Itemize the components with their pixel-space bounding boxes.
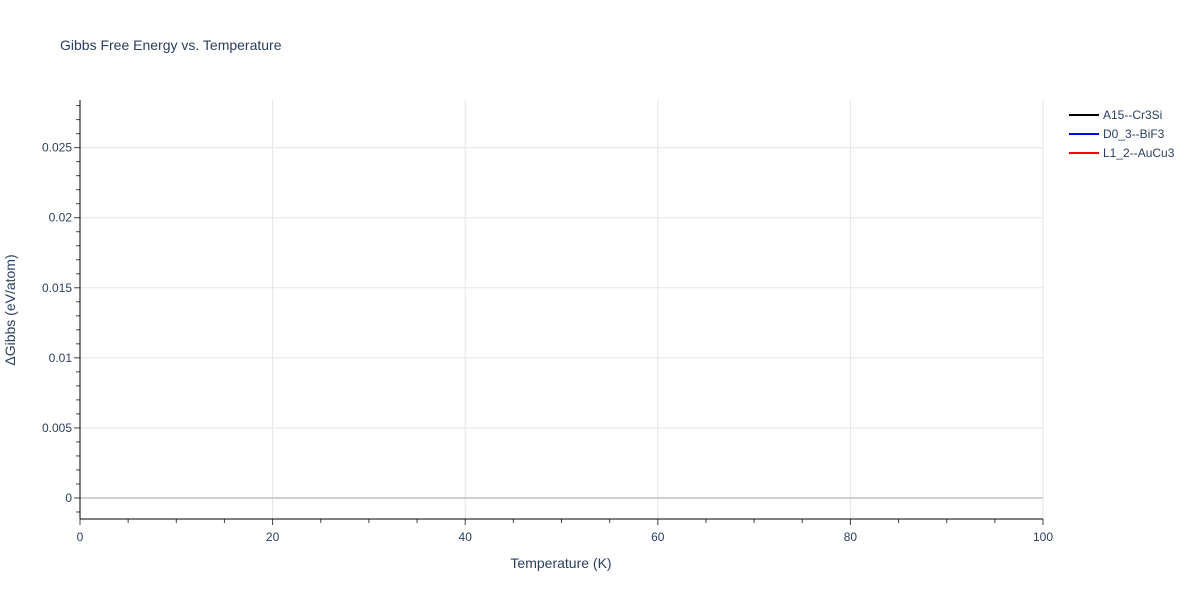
legend-label: L1_2--AuCu3 <box>1103 146 1175 160</box>
grid <box>80 100 1044 519</box>
y-tick-label: 0 <box>65 491 72 505</box>
y-tick-label: 0.015 <box>42 281 72 295</box>
x-tick-label: 40 <box>459 530 473 544</box>
x-tick-label: 60 <box>651 530 665 544</box>
x-tick-label: 0 <box>77 530 84 544</box>
x-tick-label: 80 <box>844 530 858 544</box>
y-tick-label: 0.01 <box>49 351 73 365</box>
y-axis-label: ΔGibbs (eV/atom) <box>2 254 18 365</box>
legend-label: A15--Cr3Si <box>1103 108 1162 122</box>
legend-label: D0_3--BiF3 <box>1103 127 1165 141</box>
x-axis-label: Temperature (K) <box>510 555 611 571</box>
y-tick-label: 0.005 <box>42 421 72 435</box>
y-tick-label: 0.025 <box>42 141 72 155</box>
axes: 0 20 40 60 80 100 0 0.005 0.01 0.015 0.02 0.025 <box>42 100 1053 544</box>
x-tick-label: 100 <box>1033 530 1053 544</box>
y-tick-label: 0.02 <box>49 211 73 225</box>
chart-title: Gibbs Free Energy vs. Temperature <box>60 37 282 53</box>
x-tick-label: 20 <box>266 530 280 544</box>
legend: A15--Cr3Si D0_3--BiF3 L1_2--AuCu3 <box>1069 108 1175 160</box>
